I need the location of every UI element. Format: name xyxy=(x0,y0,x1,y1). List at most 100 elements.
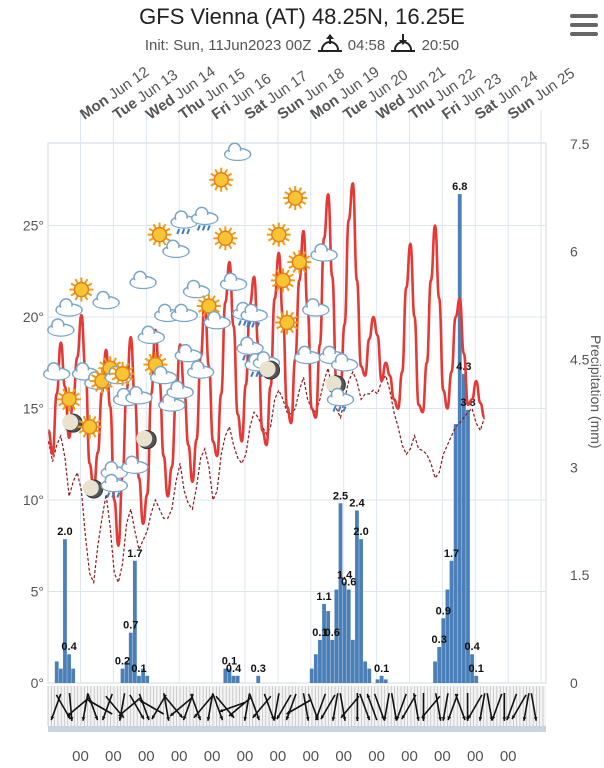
wind-shaft xyxy=(163,693,170,721)
precip-bar xyxy=(58,668,63,683)
wind-arrow xyxy=(454,693,466,721)
wind-shaft xyxy=(129,694,145,720)
cloud-icon xyxy=(293,345,322,365)
cloud-icon xyxy=(47,318,75,337)
precip-value-label: 0.4 xyxy=(464,641,480,653)
wind-arrow xyxy=(228,697,251,717)
sun-ray xyxy=(304,255,311,260)
wind-head xyxy=(81,716,86,721)
sun-ray xyxy=(91,383,97,388)
sun-ray xyxy=(99,361,105,366)
hour-label: 00 xyxy=(401,748,418,765)
wind-arrow xyxy=(434,693,442,721)
precip-value-label: 2.5 xyxy=(333,490,348,502)
precip-value-label: 0.1 xyxy=(222,656,237,668)
rain-drop xyxy=(251,321,256,328)
precip-value-label: 0.9 xyxy=(436,605,451,617)
cloud-icon xyxy=(219,272,248,291)
moon-light xyxy=(136,430,153,447)
cloud-rain-icon xyxy=(240,303,268,328)
sun-ray xyxy=(82,432,87,438)
wind-shaft xyxy=(66,697,90,717)
wind-head xyxy=(66,715,71,720)
wind-shaft xyxy=(190,693,202,721)
precip-bar xyxy=(67,654,71,683)
precip-value-label: 2.0 xyxy=(353,526,368,538)
wind-arrow xyxy=(331,693,339,721)
wind-shaft xyxy=(467,694,483,720)
precip-bar xyxy=(63,539,67,683)
hour-label: 00 xyxy=(335,748,352,765)
wind-head xyxy=(383,716,387,721)
cloud-icon xyxy=(186,360,215,379)
wind-head xyxy=(194,713,198,718)
wind-arrow xyxy=(359,693,371,721)
precip-bar xyxy=(223,668,228,683)
sun-ray xyxy=(272,283,278,288)
sun-ray xyxy=(144,367,150,372)
sun-ray xyxy=(162,223,167,230)
precip-bar xyxy=(313,654,318,683)
precip-bar xyxy=(433,661,437,683)
cloud-icon xyxy=(149,365,178,385)
wind-head xyxy=(506,716,510,721)
sun-ray xyxy=(62,388,67,394)
sun-ray xyxy=(226,172,233,178)
precip-bar xyxy=(445,589,450,683)
sun-ray xyxy=(95,429,101,434)
sun-ray xyxy=(148,227,154,233)
wind-head xyxy=(331,716,336,721)
rain-drop xyxy=(255,371,260,378)
wind-head xyxy=(139,700,144,704)
wind-head xyxy=(230,713,235,718)
rain-drop xyxy=(256,321,261,328)
wind-shaft xyxy=(101,693,113,721)
wind-arrow xyxy=(87,693,99,721)
plot-frame xyxy=(47,142,547,684)
sun-core xyxy=(271,226,287,243)
wind-head xyxy=(151,715,156,720)
wind-arrow xyxy=(139,699,165,715)
sun-ray xyxy=(115,362,120,369)
wind-arrow xyxy=(447,693,459,721)
wind-head xyxy=(140,715,144,720)
sun-ray xyxy=(297,203,303,209)
sun-ray xyxy=(288,273,294,278)
wind-arrow xyxy=(129,694,145,720)
wind-head xyxy=(206,716,211,721)
cloud-fill xyxy=(131,278,156,288)
rain-drop xyxy=(196,224,201,231)
precip-value-label: 0.3 xyxy=(432,634,447,646)
wind-head xyxy=(522,716,527,721)
cloud-fill xyxy=(159,401,184,411)
sun-ray xyxy=(218,243,223,250)
cloud-fill xyxy=(168,388,193,398)
wind-arrow xyxy=(506,693,518,721)
wind-head xyxy=(243,716,248,721)
right-tick-label: 6 xyxy=(570,244,578,260)
wind-head xyxy=(502,717,507,721)
cloud-fill xyxy=(303,306,328,316)
sun-ray xyxy=(214,299,220,304)
cloud-fill xyxy=(242,311,267,321)
sun-ray xyxy=(292,325,298,330)
wind-arrow xyxy=(383,693,390,721)
wind-shaft xyxy=(286,699,312,715)
sun-ray xyxy=(84,295,89,301)
hour-label: 00 xyxy=(368,748,385,765)
sun-ray xyxy=(160,357,167,362)
hamburger-menu-icon[interactable] xyxy=(570,14,598,38)
wind-shaft xyxy=(390,693,398,721)
precip-bar xyxy=(346,589,351,683)
wind-arrow xyxy=(182,693,194,721)
sun-ray xyxy=(284,191,290,196)
wind-shaft xyxy=(138,693,150,721)
wind-shaft xyxy=(447,693,459,721)
wind-head xyxy=(441,716,446,721)
wind-arrow xyxy=(355,693,360,721)
precip-value-label: 1.7 xyxy=(127,548,142,560)
right-axis-title: Precipitation (mm) xyxy=(588,335,604,449)
wind-shaft xyxy=(530,693,537,721)
cloud-fill xyxy=(176,352,201,362)
precip-bar xyxy=(256,675,261,683)
